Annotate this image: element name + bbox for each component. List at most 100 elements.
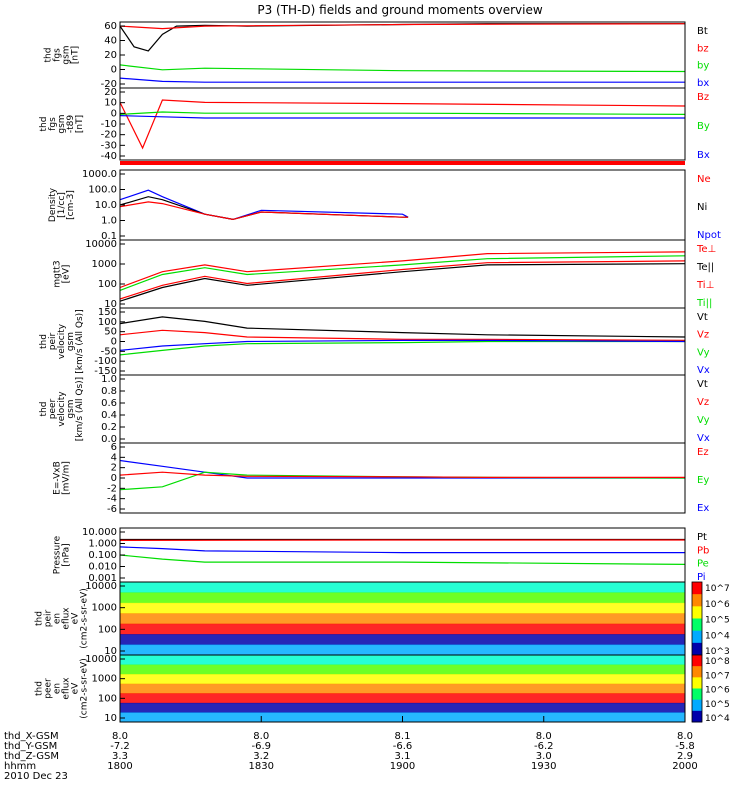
series-line-by xyxy=(120,65,685,72)
legend-entry: Vz xyxy=(697,330,709,341)
y-tick-label: 100 xyxy=(98,624,117,635)
y-axis-label: [nT] xyxy=(75,115,85,133)
legend-entry: Vx xyxy=(697,433,710,444)
colorbar-label: 10^4 xyxy=(705,631,730,641)
legend-entry: Vt xyxy=(697,379,708,390)
legend-entry: Vy xyxy=(697,347,710,358)
heatmap-band xyxy=(120,592,685,603)
colorbar-segment xyxy=(692,655,702,667)
y-tick-label: 100 xyxy=(98,279,117,290)
colorbar-segment xyxy=(692,689,702,701)
legend-entry: Ez xyxy=(697,447,709,458)
y-tick-label: 1.0 xyxy=(101,374,117,385)
colorbar-segment xyxy=(692,700,702,712)
colorbar-segment xyxy=(692,666,702,678)
series-line-bz xyxy=(120,24,685,29)
colorbar-segment xyxy=(692,594,702,607)
colorbar-segment xyxy=(692,677,702,689)
y-tick-label: -6 xyxy=(107,504,117,515)
heatmap-band xyxy=(120,634,685,645)
y-tick-label: 1.0 xyxy=(101,216,117,227)
y-tick-label: 10 xyxy=(104,713,117,724)
x-row-value: 2000 xyxy=(672,761,697,772)
heatmap-band xyxy=(120,582,685,593)
series-line-Pe xyxy=(120,555,685,564)
y-tick-label: 0.8 xyxy=(101,386,117,397)
heatmap-band xyxy=(120,613,685,624)
colorbar-label: 10^7 xyxy=(705,671,730,681)
colorbar-label: 10^3 xyxy=(705,647,730,657)
series-line-By xyxy=(120,112,685,114)
legend-entry: Vy xyxy=(697,415,710,426)
heatmap-band xyxy=(120,624,685,635)
y-tick-label: 0.2 xyxy=(101,422,117,433)
legend-entry: Vt xyxy=(697,312,708,323)
y-tick-label: 40 xyxy=(104,36,117,47)
colorbar-segment xyxy=(692,631,702,644)
panel-frame xyxy=(120,240,685,308)
series-line-Bt xyxy=(120,24,685,51)
y-tick-label: 1000.0 xyxy=(82,169,117,180)
y-tick-label: -30 xyxy=(101,140,117,151)
y-tick-label: 10000 xyxy=(85,654,117,665)
y-tick-label: 1000 xyxy=(92,603,117,614)
panel-frame xyxy=(120,375,685,443)
x-row-value: 1800 xyxy=(107,761,132,772)
x-row-value: 1930 xyxy=(531,761,556,772)
colorbar-segment xyxy=(692,711,702,723)
y-tick-label: 0.4 xyxy=(101,410,117,421)
y-tick-label: 1000 xyxy=(92,259,117,270)
y-tick-label: 10.000 xyxy=(82,527,117,538)
y-axis-label: [nT] xyxy=(71,46,81,64)
legend-entry: Te|| xyxy=(696,262,714,273)
heatmap-band xyxy=(120,674,685,684)
legend-entry: bx xyxy=(697,78,709,89)
y-tick-label: 10.0 xyxy=(95,200,117,211)
colorbar-segment xyxy=(692,643,702,656)
y-axis-label: (cm2-s-sr-eV) xyxy=(80,588,90,648)
x-row-value: 1900 xyxy=(390,761,415,772)
y-tick-label: 1000 xyxy=(92,674,117,685)
heatmap-band xyxy=(120,693,685,703)
x-row-value: 1830 xyxy=(249,761,274,772)
colorbar-label: 10^6 xyxy=(705,600,730,610)
y-tick-label: -40 xyxy=(101,151,117,162)
panel-8: PtPbPePi10.0001.0000.1000.0100.001Pressu… xyxy=(53,527,710,584)
series-line-Te xyxy=(120,261,685,299)
heatmap-band xyxy=(120,645,685,656)
y-tick-label: 20 xyxy=(104,87,117,98)
colorbar-segment xyxy=(692,619,702,632)
legend-entry: Bt xyxy=(697,26,708,37)
legend-entry: By xyxy=(697,121,710,132)
y-tick-label: 100 xyxy=(98,693,117,704)
panel-frame xyxy=(120,170,685,240)
series-line-Ez xyxy=(120,472,685,477)
colorbar-label: 10^8 xyxy=(705,657,730,667)
y-axis-label: [nPa] xyxy=(62,543,72,566)
quality-flag-bar xyxy=(120,161,685,165)
series-line-Vz xyxy=(120,330,685,340)
y-tick-label: 1.000 xyxy=(88,539,117,550)
heatmap-band xyxy=(120,703,685,713)
heatmap-band xyxy=(120,684,685,694)
legend-entry: Npot xyxy=(697,230,721,241)
legend-entry: Vz xyxy=(697,397,709,408)
y-axis-label: [eV] xyxy=(62,265,72,284)
legend-entry: Pi xyxy=(697,572,706,583)
series-line-bx xyxy=(120,78,685,82)
y-tick-label: 10000 xyxy=(85,581,117,592)
series-line-Npot xyxy=(120,190,408,219)
legend-entry: Ex xyxy=(697,503,709,514)
y-tick-label: 0 xyxy=(111,65,117,76)
legend-entry: Pt xyxy=(697,532,707,543)
y-tick-label: 60 xyxy=(104,21,117,32)
colorbar-label: 10^5 xyxy=(705,616,730,626)
legend-entry: Pb xyxy=(697,545,709,556)
